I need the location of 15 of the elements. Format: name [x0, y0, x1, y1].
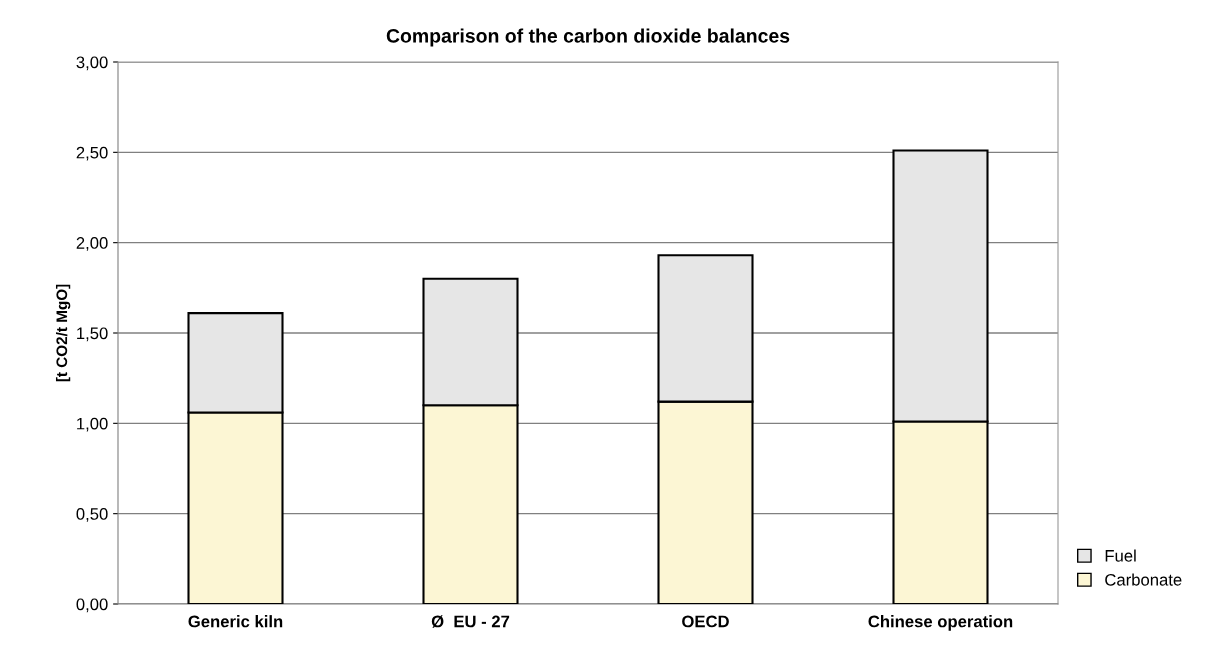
y-tick-label: 1,00	[77, 417, 108, 432]
y-tick-label: 1,50	[77, 327, 108, 342]
y-tick-label: 2,00	[76, 237, 108, 251]
y-tick-label: 3,00	[76, 56, 108, 71]
legend-label: Carbonate	[1105, 573, 1182, 586]
x-tick-label: OECD	[682, 615, 729, 628]
chart-title: Comparison of the carbon dioxide balances	[386, 28, 790, 47]
legend-label: Fuel	[1105, 549, 1136, 562]
x-tick-label: Generic kiln	[188, 615, 283, 628]
y-tick-label: 0,50	[76, 508, 108, 522]
y-tick-label: 2,50	[76, 146, 108, 161]
x-tick-label: Ø EU - 27	[431, 615, 510, 628]
x-tick-label: Chinese operation	[868, 615, 1013, 631]
y-axis-title: [t CO2/t MgO]	[55, 284, 71, 382]
y-tick-label: 0,00	[76, 598, 108, 613]
